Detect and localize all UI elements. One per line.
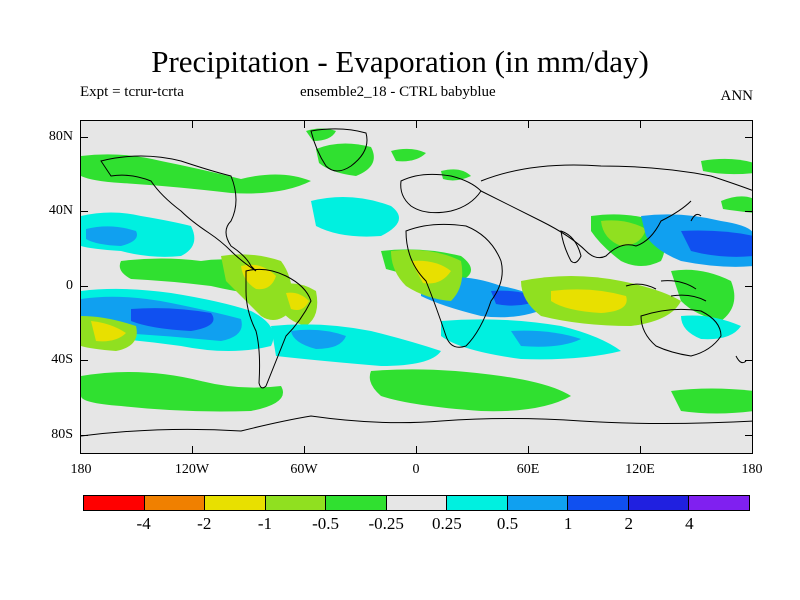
colorbar-swatch — [326, 496, 387, 510]
colorbar-swatch — [144, 496, 206, 510]
lon-label-120w: 120W — [174, 462, 210, 477]
page-title: Precipitation - Evaporation (in mm/day) — [151, 44, 649, 79]
lat-label-40s: 40S — [51, 352, 73, 367]
colorbar-swatch — [265, 496, 327, 510]
colorbar-label: 2 — [624, 514, 633, 533]
colorbar-swatch — [568, 496, 629, 510]
lat-tick — [80, 286, 88, 287]
lat-tick — [745, 137, 753, 138]
lat-tick — [80, 360, 88, 361]
map-plot-area — [80, 120, 753, 454]
season-label: ANN — [720, 88, 754, 104]
lon-label-180w: 180 — [70, 462, 92, 477]
colorbar-swatch — [205, 496, 266, 510]
field-patches — [81, 128, 752, 414]
lat-tick — [80, 137, 88, 138]
lon-tick — [192, 446, 193, 454]
colorbar-swatch — [689, 496, 750, 510]
lat-tick — [80, 435, 88, 436]
colorbar-swatch — [628, 496, 690, 510]
lat-tick — [745, 286, 753, 287]
run-label: ensemble2_18 - CTRL babyblue — [300, 84, 496, 100]
lon-tick — [416, 120, 417, 128]
lon-label-60e: 60E — [516, 462, 540, 477]
colorbar-label: 1 — [563, 514, 573, 533]
colorbar-label: 0.5 — [496, 514, 519, 533]
colorbar-swatch — [447, 496, 508, 510]
colorbar-swatch — [84, 496, 145, 510]
lat-tick — [80, 211, 88, 212]
lat-tick — [745, 211, 753, 212]
colorbar-label: -0.25 — [368, 514, 404, 533]
experiment-label: Expt = tcrur-tcrta — [80, 84, 184, 100]
lon-tick — [416, 446, 417, 454]
lon-label-0: 0 — [412, 462, 420, 477]
lat-label-40n: 40N — [48, 203, 73, 218]
lon-label-60w: 60W — [290, 462, 318, 477]
colorbar-label: -4 — [136, 514, 151, 533]
lon-tick — [640, 446, 641, 454]
lon-tick — [640, 120, 641, 128]
colorbar — [83, 495, 750, 511]
lon-tick — [304, 446, 305, 454]
lon-tick — [304, 120, 305, 128]
lon-label-180e: 180 — [741, 462, 763, 477]
colorbar-label: -1 — [257, 514, 272, 533]
coastlines — [81, 128, 752, 437]
colorbar-swatch — [386, 496, 448, 510]
colorbar-label: 0.25 — [431, 514, 462, 533]
lat-label-80n: 80N — [48, 129, 73, 144]
lat-label-80s: 80S — [51, 427, 73, 442]
lon-tick — [528, 446, 529, 454]
lon-label-120e: 120E — [625, 462, 655, 477]
lon-tick — [192, 120, 193, 128]
lat-label-0: 0 — [66, 278, 73, 293]
lat-tick — [745, 360, 753, 361]
colorbar-label: 4 — [685, 514, 694, 533]
colorbar-label: -0.5 — [312, 514, 339, 533]
colorbar-label: -2 — [197, 514, 212, 533]
lon-tick — [528, 120, 529, 128]
precip-evap-map — [81, 128, 752, 437]
lat-tick — [745, 435, 753, 436]
colorbar-swatch — [507, 496, 569, 510]
